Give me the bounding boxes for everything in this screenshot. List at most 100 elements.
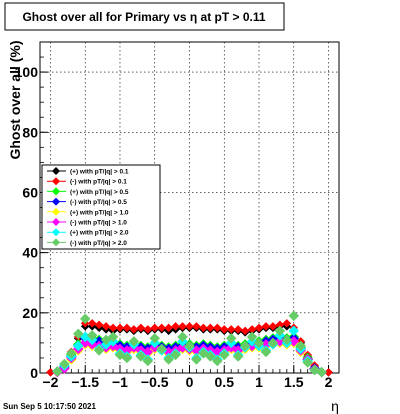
data-point (128, 336, 140, 347)
title-box (4, 2, 285, 31)
x-tick-label: −1 (112, 374, 128, 390)
legend-label: (+) with pT/|q| > 0.5 (70, 189, 129, 196)
data-point (232, 351, 244, 362)
legend-label: (-) with pT/|q| > 2.0 (70, 240, 127, 247)
y-tick-label: 60 (22, 184, 38, 200)
data-point (274, 325, 286, 337)
data-point (240, 326, 250, 336)
chart-title: Ghost over all for Primary vs η at pT > … (22, 10, 265, 24)
y-tick-label: 20 (22, 305, 38, 321)
data-point (178, 322, 187, 331)
data-point (121, 352, 133, 364)
x-tick-label: −1.5 (71, 374, 99, 390)
data-point (142, 355, 154, 367)
legend-label: (+) with pT/|q| > 2.0 (70, 230, 129, 237)
data-point (225, 333, 237, 344)
data-point (246, 331, 258, 343)
data-point (115, 323, 125, 333)
y-axis-label: Ghost over all (%) (7, 40, 23, 159)
data-point (65, 348, 77, 359)
data-point (254, 323, 264, 333)
data-series (46, 310, 333, 378)
data-point (206, 323, 215, 333)
x-tick-label: −0.5 (141, 374, 169, 390)
timestamp: Sun Sep 5 10:17:50 2021 (3, 402, 96, 411)
data-point (281, 334, 293, 346)
data-point (143, 325, 153, 334)
x-tick-label: 0.5 (215, 374, 235, 390)
x-tick-label: 1.5 (284, 374, 304, 390)
data-point (72, 340, 84, 352)
data-point (135, 351, 147, 362)
x-tick-label: 0 (186, 374, 194, 390)
legend-marker (52, 187, 60, 196)
data-point (192, 322, 201, 331)
y-tick-label: 40 (22, 245, 38, 261)
data-point (191, 354, 202, 365)
data-point (87, 318, 97, 328)
legend-marker (52, 197, 60, 206)
x-tick-label: 2 (325, 374, 333, 390)
y-tick-label: 0 (30, 365, 38, 381)
data-point (233, 325, 243, 334)
data-point (122, 323, 132, 333)
legend: (+) with pT/|q| > 0.1 (-) with pT/|q| > 0… (47, 167, 129, 247)
data-point (156, 343, 168, 355)
x-tick-label: 1 (255, 374, 263, 390)
legend-box (41, 164, 161, 250)
data-point (136, 323, 146, 333)
x-tick-label: −2 (42, 374, 58, 390)
data-point (218, 349, 230, 361)
data-point (199, 323, 208, 333)
data-point (93, 345, 105, 356)
data-point (316, 366, 327, 378)
data-point (59, 358, 70, 370)
data-point (268, 322, 278, 331)
data-point (267, 337, 279, 349)
data-point (288, 325, 300, 337)
legend-marker (52, 177, 60, 186)
data-point (101, 322, 111, 331)
y-tick-label: 100 (15, 64, 39, 80)
legend-label: (+) with pT/|q| > 0.1 (70, 169, 129, 176)
y-tick-label: 80 (22, 124, 38, 140)
data-point (282, 318, 292, 328)
data-point (79, 313, 91, 325)
data-point (288, 310, 300, 322)
legend-label: (-) with pT/|q| > 0.5 (70, 199, 127, 206)
data-point (211, 355, 223, 367)
data-point (164, 323, 173, 333)
data-point (205, 351, 216, 362)
data-point (260, 346, 272, 358)
data-point (212, 323, 222, 333)
legend-marker (52, 228, 60, 237)
legend-marker (52, 207, 60, 216)
data-point (150, 323, 160, 333)
legend-marker (52, 167, 60, 175)
data-point (261, 322, 271, 331)
data-point (163, 354, 174, 365)
legend-marker (52, 238, 60, 247)
data-point (157, 323, 167, 333)
data-point (129, 325, 139, 334)
legend-label: (-) with pT/|q| > 0.1 (70, 179, 127, 186)
data-point (171, 322, 180, 331)
data-point (94, 320, 104, 330)
data-point (185, 322, 194, 331)
data-point (72, 328, 84, 340)
data-point (177, 331, 188, 343)
data-point (107, 331, 119, 343)
legend-label: (-) with pT/|q| > 1.0 (70, 220, 127, 227)
data-point (149, 333, 161, 344)
legend-marker (52, 218, 60, 226)
data-point (184, 340, 195, 352)
data-point (239, 340, 251, 352)
data-point (219, 325, 229, 334)
data-point (253, 337, 265, 349)
data-point (295, 340, 307, 352)
series-7 (52, 310, 327, 378)
legend-label: (+) with pT/|q| > 1.0 (70, 209, 129, 216)
x-axis-label: η (331, 398, 339, 414)
